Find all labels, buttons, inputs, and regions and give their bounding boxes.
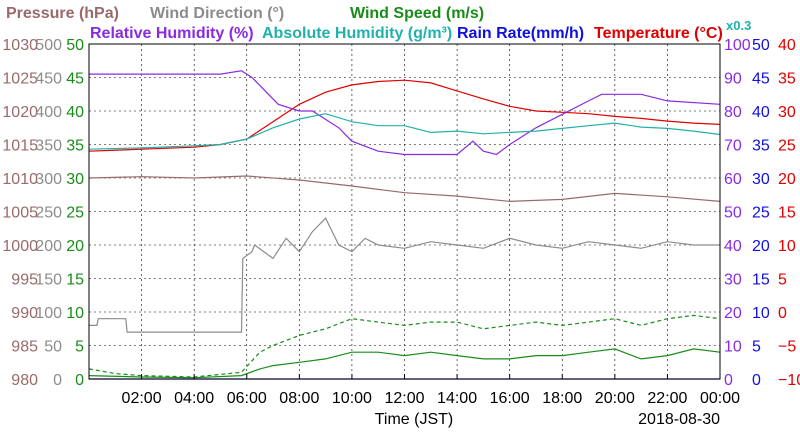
- y-tick-label: 995: [11, 272, 38, 289]
- series-line-wind-direction: [89, 217, 720, 333]
- x-tick-label: 12:00: [384, 390, 424, 407]
- legend-pressure: Pressure (hPa): [6, 5, 119, 22]
- y-tick-label: 0: [53, 372, 62, 389]
- y-tick-label: 40: [724, 238, 742, 255]
- y-tick-label: 1005: [2, 205, 38, 222]
- y-tick-label: 50: [724, 205, 742, 222]
- y-tick-label: 0: [724, 372, 733, 389]
- y-tick-label: 15: [778, 205, 796, 222]
- x-tick-label: 02:00: [122, 390, 162, 407]
- legend-relative-humidity: Relative Humidity (%): [90, 25, 254, 42]
- x-tick-label: 10:00: [332, 390, 372, 407]
- y-tick-label: −10: [778, 372, 800, 389]
- y-tick-label: 1000: [2, 238, 38, 255]
- x-axis-label: Time (JST): [375, 411, 454, 428]
- legend-temperature: Temperature (°C): [594, 25, 723, 42]
- y-tick-label: 10: [778, 238, 796, 255]
- y-tick-label: 45: [752, 71, 770, 88]
- y-tick-label: 50: [66, 37, 84, 54]
- y-tick-label: 100: [35, 305, 62, 322]
- y-tick-label: 40: [66, 104, 84, 121]
- y-tick-label: 35: [752, 138, 770, 155]
- y-tick-label: 35: [66, 138, 84, 155]
- y-tick-label: 0: [778, 305, 787, 322]
- y-tick-label: 5: [778, 272, 787, 289]
- y-tick-label: 15: [752, 272, 770, 289]
- legend-wind-direction: Wind Direction (°): [150, 5, 284, 22]
- y-tick-label: 300: [35, 171, 62, 188]
- legend-absolute-humidity: Absolute Humidity (g/m³): [262, 25, 452, 42]
- legend-rain-rate: Rain Rate(mm/h): [457, 25, 584, 42]
- x-tick-label: 20:00: [595, 390, 635, 407]
- y-tick-label: 1025: [2, 71, 38, 88]
- date-label: 2018-08-30: [638, 411, 720, 428]
- x-tick-label: 04:00: [174, 390, 214, 407]
- y-tick-label: 35: [778, 71, 796, 88]
- y-tick-label: 50: [44, 339, 62, 356]
- y-tick-label: 200: [35, 238, 62, 255]
- y-tick-label: 500: [35, 37, 62, 54]
- grid: [89, 44, 720, 379]
- y-tick-label: 10: [752, 305, 770, 322]
- series-line-wind-speed-m-s: [88, 348, 721, 379]
- y-tick-label: 25: [752, 205, 770, 222]
- legend-wind-speed: Wind Speed (m/s): [350, 5, 484, 22]
- x-tick-label: 16:00: [490, 390, 530, 407]
- legend-absolute-humidity-scale: x0.3: [726, 18, 751, 33]
- y-tick-label: 30: [66, 171, 84, 188]
- y-tick-label: 985: [11, 339, 38, 356]
- y-tick-label: 15: [66, 272, 84, 289]
- x-tick-label: 18:00: [542, 390, 582, 407]
- y-tick-label: −5: [778, 339, 796, 356]
- y-tick-label: 100: [724, 37, 751, 54]
- y-tick-label: 1030: [2, 37, 38, 54]
- x-tick-label: 22:00: [647, 390, 687, 407]
- y-tick-label: 980: [11, 372, 38, 389]
- y-tick-label: 70: [724, 138, 742, 155]
- series-line-pressure-hpa: [88, 175, 721, 203]
- y-tick-label: 30: [778, 104, 796, 121]
- y-tick-label: 20: [724, 305, 742, 322]
- y-tick-label: 30: [752, 171, 770, 188]
- y-tick-label: 150: [35, 272, 62, 289]
- y-tick-label: 50: [752, 37, 770, 54]
- y-tick-label: 5: [75, 339, 84, 356]
- series-line-absolute-humidity-g-m: [88, 113, 721, 150]
- y-tick-label: 450: [35, 71, 62, 88]
- y-tick-label: 990: [11, 305, 38, 322]
- y-tick-label: 45: [66, 71, 84, 88]
- series-line-wind-gust-m-s: [88, 314, 721, 378]
- y-tick-label: 5: [752, 339, 761, 356]
- y-tick-label: 25: [66, 205, 84, 222]
- y-tick-label: 90: [724, 71, 742, 88]
- y-tick-label: 1020: [2, 104, 38, 121]
- y-tick-label: 30: [724, 272, 742, 289]
- x-tick-label: 00:00: [700, 390, 740, 407]
- y-tick-label: 20: [752, 238, 770, 255]
- x-tick-label: 06:00: [227, 390, 267, 407]
- y-tick-label: 60: [724, 171, 742, 188]
- y-tick-label: 1015: [2, 138, 38, 155]
- y-tick-label: 10: [66, 305, 84, 322]
- y-tick-label: 0: [75, 372, 84, 389]
- y-tick-label: 20: [778, 171, 796, 188]
- x-tick-label: 08:00: [279, 390, 319, 407]
- y-tick-label: 40: [752, 104, 770, 121]
- y-tick-label: 80: [724, 104, 742, 121]
- y-tick-label: 350: [35, 138, 62, 155]
- y-tick-label: 250: [35, 205, 62, 222]
- y-tick-label: 20: [66, 238, 84, 255]
- y-tick-label: 10: [724, 339, 742, 356]
- y-tick-label: 1010: [2, 171, 38, 188]
- y-tick-label: 25: [778, 138, 796, 155]
- y-axes: 9809859909951000100510101015102010251030…: [2, 37, 800, 389]
- x-axis: 02:00 04:00 06:00 08:00 10:00 12:00 14:00 16:00…: [122, 374, 740, 407]
- x-tick-label: 14:00: [437, 390, 477, 407]
- legend: Pressure (hPa) Wind Direction (°) Wind S…: [6, 5, 751, 42]
- y-tick-label: 400: [35, 104, 62, 121]
- y-tick-label: 0: [752, 372, 761, 389]
- series-line-relative-humidity: [89, 70, 721, 156]
- y-tick-label: 40: [778, 37, 796, 54]
